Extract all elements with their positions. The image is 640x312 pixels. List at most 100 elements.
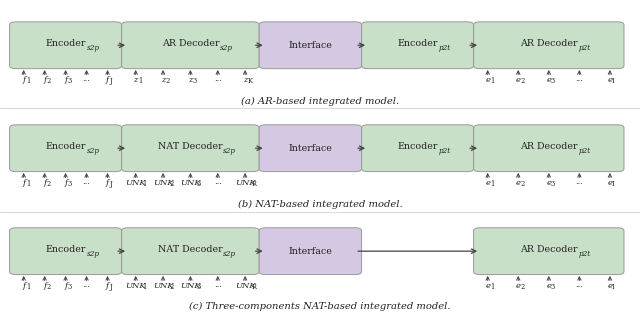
- Text: f: f: [64, 76, 67, 84]
- Text: AR Decoder: AR Decoder: [520, 245, 577, 254]
- Text: 3: 3: [196, 283, 201, 291]
- FancyBboxPatch shape: [10, 228, 122, 275]
- FancyBboxPatch shape: [474, 125, 624, 172]
- Text: 2: 2: [169, 283, 173, 291]
- Text: 3: 3: [551, 180, 555, 188]
- Text: e: e: [516, 179, 521, 187]
- Text: f: f: [22, 282, 25, 290]
- Text: (a) AR-based integrated model.: (a) AR-based integrated model.: [241, 97, 399, 106]
- Text: AR Decoder: AR Decoder: [520, 142, 577, 151]
- Text: e: e: [485, 76, 490, 84]
- Text: z: z: [188, 76, 193, 84]
- FancyBboxPatch shape: [362, 125, 474, 172]
- Text: f: f: [64, 179, 67, 187]
- Text: f: f: [106, 282, 109, 290]
- Text: f: f: [106, 76, 109, 84]
- Text: 2: 2: [520, 180, 525, 188]
- FancyBboxPatch shape: [259, 228, 362, 275]
- Text: f: f: [43, 179, 46, 187]
- Text: f: f: [43, 76, 46, 84]
- Text: Encoder: Encoder: [397, 39, 438, 48]
- Text: I: I: [612, 283, 614, 291]
- Text: R: R: [252, 283, 256, 291]
- Text: e: e: [516, 76, 521, 84]
- Text: ...: ...: [575, 75, 583, 83]
- FancyBboxPatch shape: [259, 22, 362, 69]
- Text: (c) Three-components NAT-based integrated model.: (c) Three-components NAT-based integrate…: [189, 302, 451, 311]
- FancyBboxPatch shape: [10, 125, 122, 172]
- Text: 3: 3: [193, 77, 196, 85]
- Text: Encoder: Encoder: [45, 245, 86, 254]
- Text: 1: 1: [490, 77, 494, 85]
- Text: AR Decoder: AR Decoder: [520, 39, 577, 48]
- Text: 1: 1: [26, 180, 30, 188]
- Text: 3: 3: [551, 77, 555, 85]
- Text: UNK: UNK: [125, 179, 146, 187]
- FancyBboxPatch shape: [474, 228, 624, 275]
- Text: AR Decoder: AR Decoder: [162, 39, 219, 48]
- Text: UNK: UNK: [153, 282, 173, 290]
- FancyBboxPatch shape: [122, 228, 259, 275]
- Text: UNK: UNK: [180, 179, 201, 187]
- Text: 3: 3: [68, 77, 72, 85]
- Text: f: f: [22, 179, 25, 187]
- Text: J: J: [109, 180, 112, 188]
- Text: ...: ...: [214, 281, 221, 289]
- Text: UNK: UNK: [180, 282, 201, 290]
- Text: z: z: [134, 76, 138, 84]
- Text: s2p: s2p: [220, 44, 233, 52]
- Text: f: f: [22, 76, 25, 84]
- Text: s2p: s2p: [86, 44, 99, 52]
- Text: e: e: [547, 179, 551, 187]
- Text: ...: ...: [83, 75, 90, 83]
- Text: s2p: s2p: [86, 250, 99, 258]
- Text: s2p: s2p: [223, 147, 236, 155]
- Text: f: f: [64, 282, 67, 290]
- FancyBboxPatch shape: [122, 125, 259, 172]
- Text: I: I: [612, 77, 614, 85]
- Text: e: e: [516, 282, 521, 290]
- Text: J: J: [109, 283, 112, 291]
- Text: UNK: UNK: [235, 179, 255, 187]
- Text: UNK: UNK: [235, 282, 255, 290]
- Text: UNK: UNK: [153, 179, 173, 187]
- Text: p2t: p2t: [579, 147, 591, 155]
- Text: s2p: s2p: [86, 147, 99, 155]
- Text: 2: 2: [169, 180, 173, 188]
- Text: 3: 3: [68, 180, 72, 188]
- Text: 1: 1: [138, 77, 142, 85]
- Text: 2: 2: [520, 283, 525, 291]
- Text: p2t: p2t: [579, 44, 591, 52]
- Text: e: e: [485, 282, 490, 290]
- FancyBboxPatch shape: [10, 22, 122, 69]
- FancyBboxPatch shape: [474, 22, 624, 69]
- Text: s2p: s2p: [223, 250, 236, 258]
- Text: e: e: [607, 76, 612, 84]
- Text: UNK: UNK: [125, 282, 146, 290]
- Text: 3: 3: [68, 283, 72, 291]
- Text: J: J: [109, 77, 112, 85]
- Text: ...: ...: [214, 178, 221, 186]
- Text: 2: 2: [165, 77, 170, 85]
- Text: ...: ...: [575, 178, 583, 186]
- FancyBboxPatch shape: [122, 22, 259, 69]
- Text: R: R: [252, 180, 256, 188]
- Text: Interface: Interface: [289, 247, 332, 256]
- Text: ...: ...: [83, 281, 90, 289]
- Text: 1: 1: [490, 180, 494, 188]
- Text: 1: 1: [26, 283, 30, 291]
- Text: ...: ...: [83, 178, 90, 186]
- Text: e: e: [607, 179, 612, 187]
- Text: 1: 1: [490, 283, 494, 291]
- Text: Encoder: Encoder: [45, 39, 86, 48]
- Text: e: e: [547, 76, 551, 84]
- Text: Encoder: Encoder: [45, 142, 86, 151]
- FancyBboxPatch shape: [362, 22, 474, 69]
- Text: p2t: p2t: [579, 250, 591, 258]
- Text: ...: ...: [575, 281, 583, 289]
- Text: (b) NAT-based integrated model.: (b) NAT-based integrated model.: [237, 200, 403, 209]
- Text: 2: 2: [47, 77, 51, 85]
- Text: 3: 3: [551, 283, 555, 291]
- Text: I: I: [612, 180, 614, 188]
- Text: NAT Decoder: NAT Decoder: [158, 245, 223, 254]
